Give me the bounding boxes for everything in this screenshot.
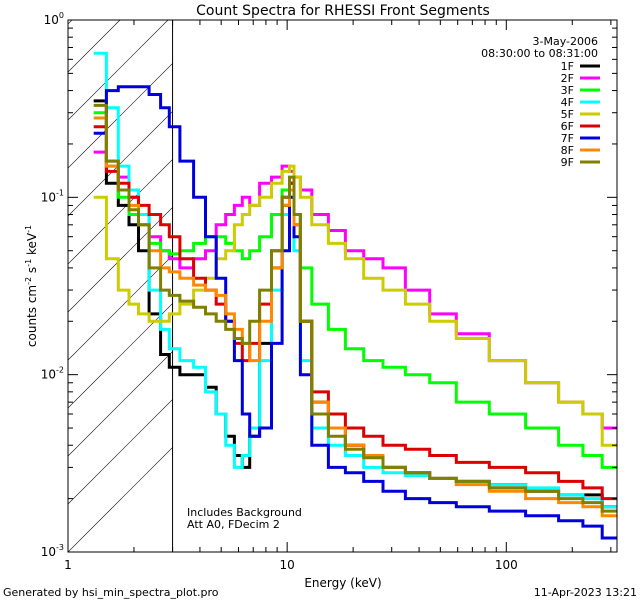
y-axis-label-part: keV: [25, 232, 39, 259]
y-tick-base: 10: [41, 368, 56, 382]
legend-label: 8F: [561, 144, 574, 157]
hatch-line: [68, 351, 173, 457]
footer-timestamp: 11-Apr-2023 13:21: [534, 586, 637, 599]
x-tick-label: 1: [64, 558, 72, 572]
legend-label: 4F: [561, 96, 574, 109]
x-tick-label: 10: [280, 558, 295, 572]
hatch-line: [68, 207, 173, 313]
legend-label: 5F: [561, 108, 574, 121]
y-tick-exp: 0: [59, 11, 64, 20]
y-tick-base: 10: [41, 190, 56, 204]
y-axis-label-exp: -1: [24, 259, 33, 267]
annotation-attenuator: Att A0, FDecim 2: [187, 518, 280, 531]
y-tick-exp: -3: [56, 543, 64, 552]
y-axis-label-exp: -2: [24, 277, 33, 285]
hatch-line: [68, 447, 173, 552]
date-label: 3-May-2006: [533, 35, 598, 48]
y-axis-label: counts cm-2 s-1 keV-1: [24, 225, 39, 347]
hatch-line: [68, 20, 169, 121]
y-axis-label-part: counts cm: [25, 285, 39, 347]
y-tick-label: 10-1: [41, 188, 64, 204]
time-range-label: 08:30:00 to 08:31:00: [481, 47, 598, 60]
series-lines: [93, 51, 617, 540]
footer-generated-by: Generated by hsi_min_spectra_plot.pro: [3, 586, 219, 599]
hatch-line: [68, 63, 173, 169]
y-axis-label-exp: -1: [24, 225, 33, 233]
plot-frame: [67, 19, 618, 553]
annotation-background: Includes Background: [187, 506, 302, 519]
y-tick-exp: -2: [56, 366, 64, 375]
y-tick-base: 10: [41, 545, 56, 559]
hatch-line: [68, 159, 173, 265]
legend-label: 9F: [561, 156, 574, 169]
hatch-line: [68, 20, 121, 73]
y-axis-label-part: s: [25, 267, 39, 277]
hatch-line: [68, 111, 173, 217]
series-line-7f: [93, 85, 617, 540]
hatch-line: [68, 255, 173, 361]
legend-label: 6F: [561, 120, 574, 133]
x-tick-label: 100: [495, 558, 518, 572]
chart-title: Count Spectra for RHESSI Front Segments: [196, 3, 490, 19]
series-line-5f: [93, 164, 617, 447]
y-tick-label: 10-2: [41, 366, 64, 382]
y-tick-exp: -1: [56, 188, 64, 197]
legend-label: 7F: [561, 132, 574, 145]
series-line-9f: [93, 103, 617, 513]
y-tick-label: 100: [44, 11, 64, 27]
y-tick-label: 10-3: [41, 543, 64, 559]
x-axis-label: Energy (keV): [304, 576, 381, 590]
hatch-line: [68, 399, 173, 505]
legend-label: 2F: [561, 72, 574, 85]
hatch-line: [68, 303, 173, 409]
hatched-region: [68, 20, 174, 552]
legend-label: 3F: [561, 84, 574, 97]
legend-label: 1F: [561, 60, 574, 73]
y-tick-base: 10: [44, 13, 59, 27]
